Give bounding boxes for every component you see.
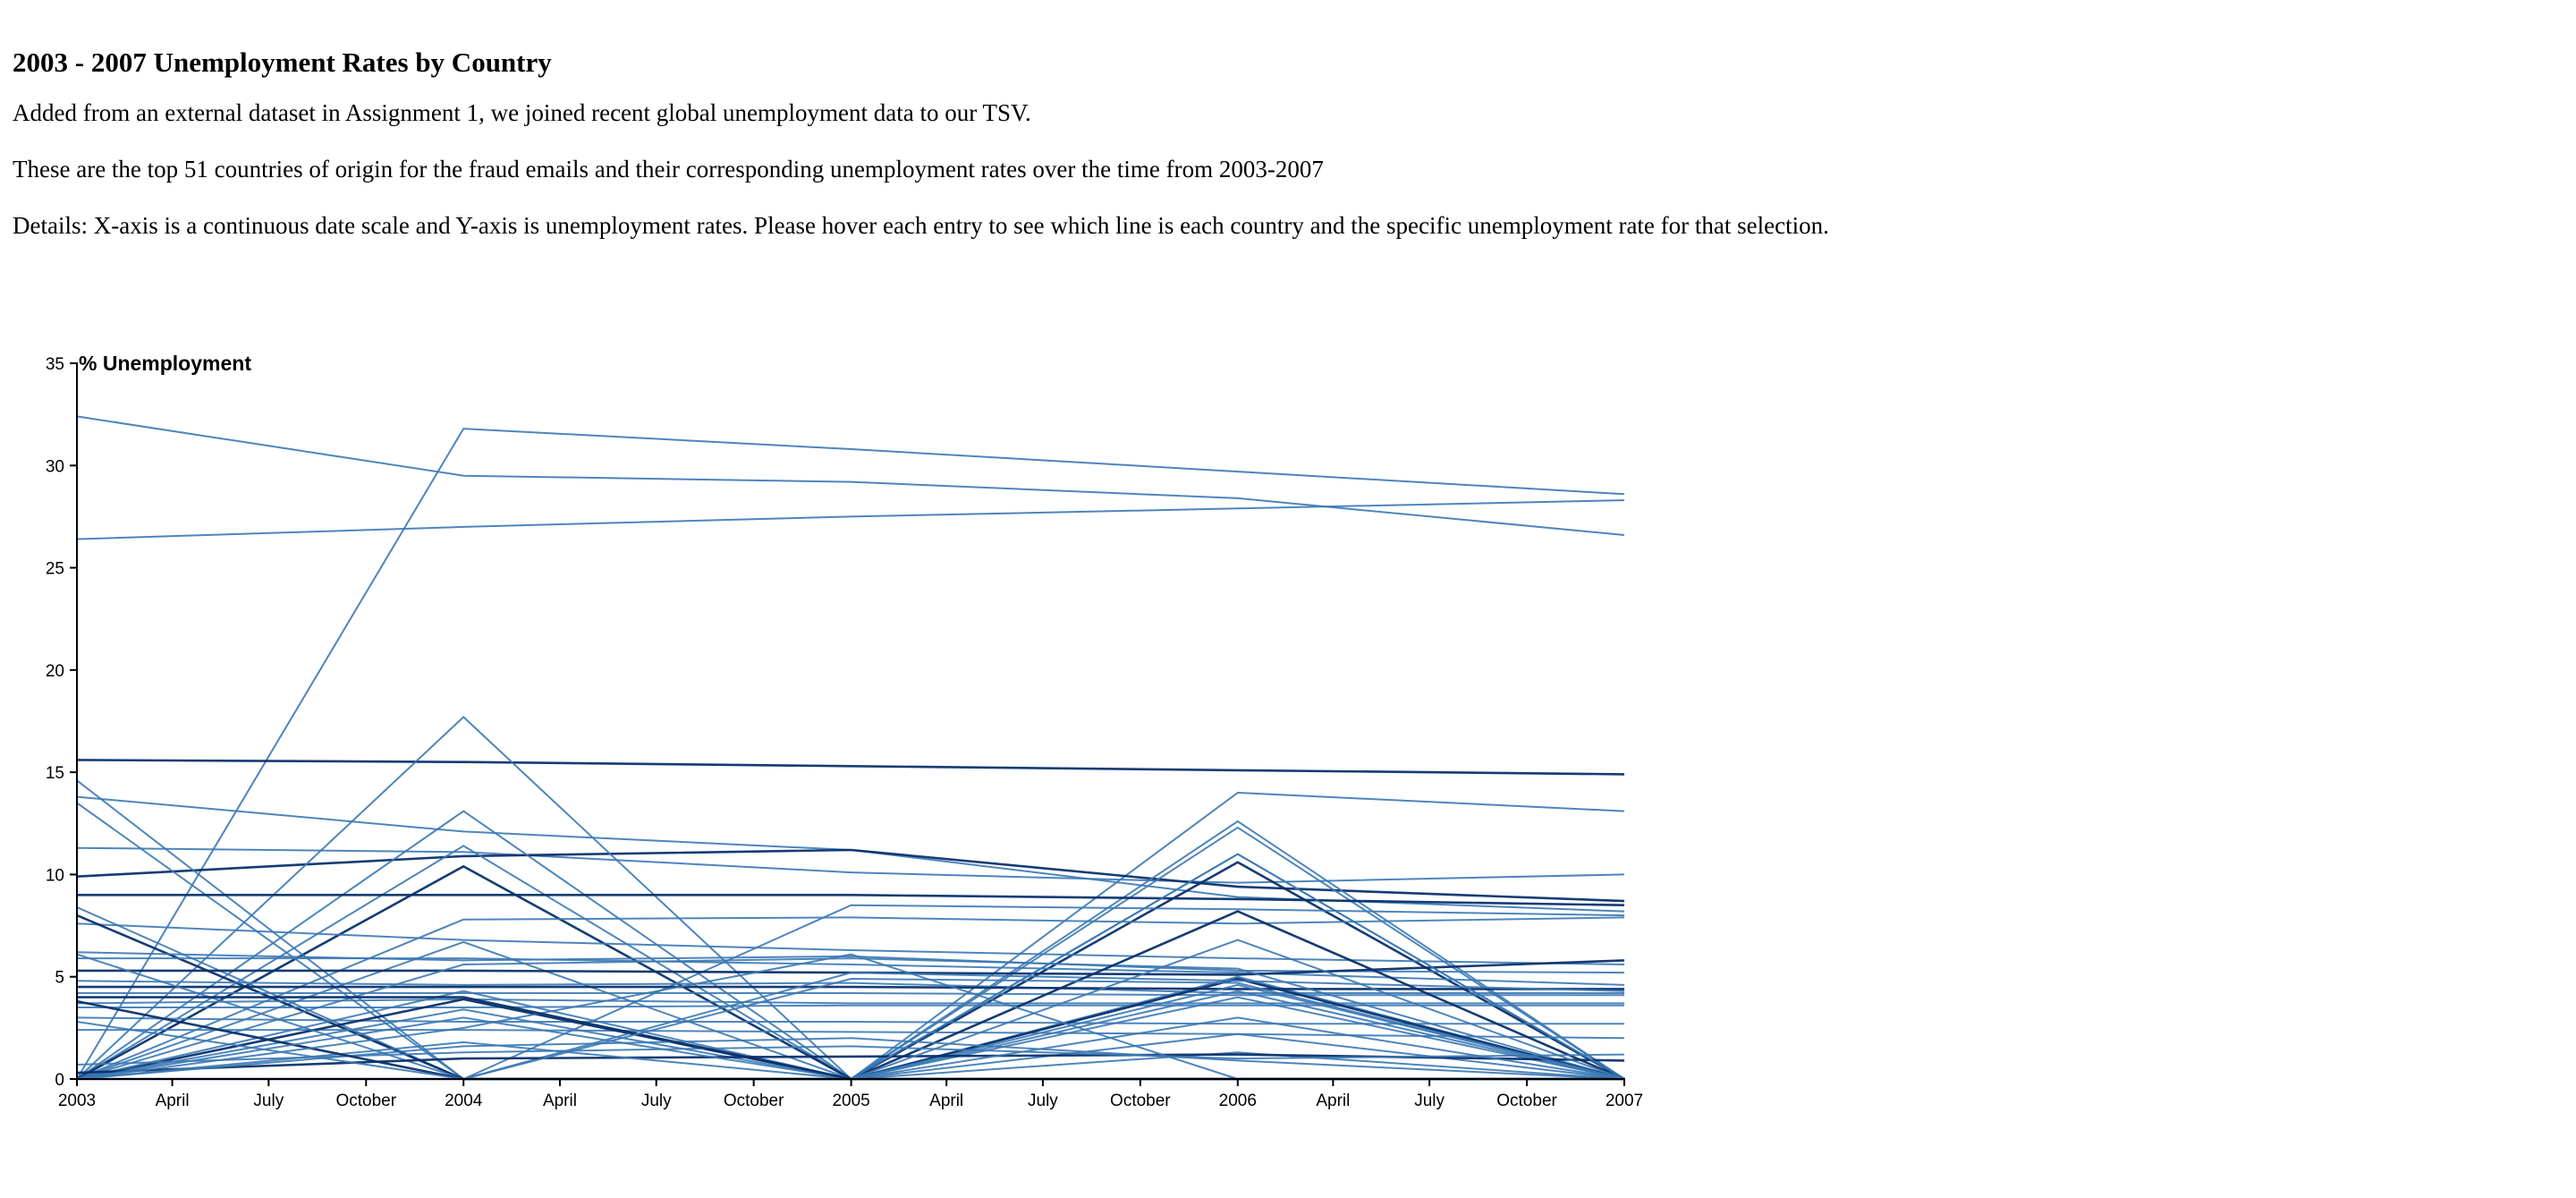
country-line-7[interactable] (76, 846, 1625, 884)
x-axis: 2003 April July October 2004 April July October… (58, 1078, 1643, 1110)
y-tick-label: 5 (55, 969, 64, 988)
country-line-25[interactable] (77, 992, 1624, 997)
y-tick-label: 15 (46, 764, 64, 783)
x-tick-label: October (1496, 1092, 1557, 1110)
y-tick-label: 10 (46, 866, 64, 885)
country-line-24[interactable] (77, 985, 1624, 990)
y-axis-line (70, 362, 78, 1080)
country-line-17[interactable] (76, 916, 1625, 1080)
country-line-8[interactable] (76, 848, 1625, 903)
plot-area: 0 5 10 15 20 25 30 35 2003 April July October 2004 A… (46, 352, 1643, 1110)
unemployment-line-chart: 0 5 10 15 20 25 30 35 2003 April July October 2004 A… (46, 352, 1643, 1110)
x-tick-label: July (641, 1092, 672, 1110)
country-line-11[interactable] (76, 845, 1625, 1081)
country-line-13[interactable] (76, 904, 1625, 1081)
country-line-27[interactable] (77, 1004, 1624, 1008)
x-tick-label: April (929, 1092, 963, 1110)
country-line-14[interactable] (76, 779, 1624, 1080)
y-tick-label: 25 (46, 560, 64, 579)
y-axis: 0 5 10 15 20 25 30 35 (46, 355, 78, 1090)
x-tick-label: October (1110, 1092, 1171, 1110)
x-tick-label: 2006 (1219, 1092, 1257, 1110)
x-tick-label: 2007 (1606, 1092, 1643, 1110)
y-tick-label: 20 (46, 662, 64, 681)
country-line-50[interactable] (77, 853, 1625, 1080)
country-line-18[interactable] (76, 922, 1625, 965)
y-axis-label: % Unemployment (79, 352, 251, 375)
country-line-16[interactable] (77, 894, 1625, 906)
x-tick-label: 2004 (445, 1092, 483, 1110)
description-paragraph-1: Added from an external dataset in Assign… (13, 99, 1031, 126)
country-line-35[interactable] (76, 953, 1625, 1081)
y-tick-label: 30 (46, 457, 64, 476)
x-tick-label: April (156, 1092, 190, 1110)
country-line-31[interactable] (77, 1029, 1625, 1040)
page-title: 2003 - 2007 Unemployment Rates by Countr… (13, 47, 552, 78)
x-tick-label: 2005 (832, 1092, 869, 1110)
country-line-23[interactable] (76, 980, 1624, 994)
x-tick-label: July (253, 1092, 284, 1110)
x-tick-label: July (1028, 1092, 1058, 1110)
country-lines[interactable] (76, 415, 1625, 1081)
x-tick-label: July (1414, 1092, 1445, 1110)
country-line-1[interactable] (76, 415, 1625, 536)
x-tick-label: April (543, 1092, 577, 1110)
y-tick-label: 35 (46, 355, 64, 374)
country-line-42[interactable] (76, 1037, 1625, 1080)
description-paragraph-3: Details: X-axis is a continuous date sca… (13, 212, 1829, 239)
page: 2003 - 2007 Unemployment Rates by Countr… (0, 0, 2576, 245)
x-tick-label: October (724, 1092, 784, 1110)
x-tick-label: October (335, 1092, 396, 1110)
country-line-3[interactable] (76, 499, 1625, 540)
description-paragraph-2: These are the top 51 countries of origin… (13, 156, 1324, 183)
country-line-2[interactable] (76, 428, 1625, 1080)
country-line-4[interactable] (76, 759, 1625, 776)
country-line-26[interactable] (76, 998, 1624, 1005)
y-tick-label: 0 (55, 1071, 64, 1090)
country-line-29[interactable] (76, 957, 1625, 1080)
x-tick-label: 2003 (58, 1092, 96, 1110)
country-line-22[interactable] (77, 957, 1625, 986)
x-tick-label: April (1316, 1092, 1350, 1110)
